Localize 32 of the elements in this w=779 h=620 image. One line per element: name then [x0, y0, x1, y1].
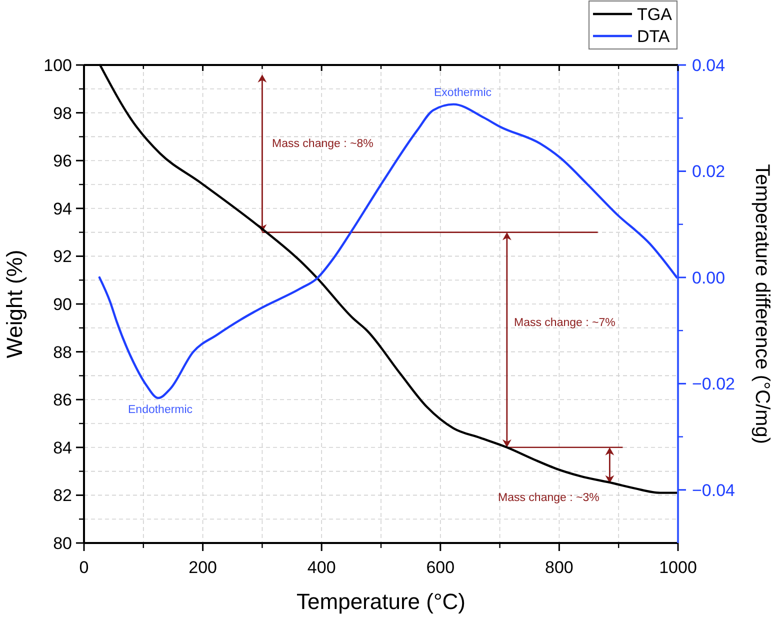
- y-tick-label: 98: [53, 104, 72, 123]
- x-tick-label: 800: [545, 558, 574, 577]
- annotation: Mass change : ~8%: [272, 138, 374, 150]
- x-tick-label: 200: [188, 558, 217, 577]
- legend-label: TGA: [637, 4, 673, 24]
- y2-tick-label: 0.02: [692, 162, 726, 182]
- y2-tick-label: −0.04: [692, 480, 736, 500]
- y2-tick-label: −0.02: [692, 374, 736, 394]
- annotation: Mass change : ~7%: [514, 317, 616, 330]
- x-tick-label: 1000: [659, 558, 697, 577]
- x-tick-label: 600: [426, 558, 455, 577]
- y-tick-label: 80: [53, 534, 72, 553]
- y-tick-label: 100: [44, 56, 72, 75]
- y-tick-label: 92: [53, 247, 72, 266]
- y-tick-label: 88: [53, 342, 72, 362]
- annotation: Endothermic: [128, 404, 193, 416]
- y-tick-label: 96: [53, 152, 72, 171]
- y-tick-label: 86: [53, 390, 72, 410]
- y-axis-title: Weight (%): [2, 250, 27, 358]
- annotation: Exothermic: [434, 87, 492, 100]
- x-axis-title: Temperature (°C): [296, 589, 466, 614]
- x-tick-label: 0: [79, 558, 89, 577]
- legend-label: DTA: [637, 26, 670, 46]
- y2-tick-label: 0.00: [692, 268, 726, 288]
- y-tick-label: 94: [53, 199, 72, 218]
- x-tick-label: 400: [307, 558, 336, 577]
- y-tick-label: 82: [53, 486, 72, 506]
- y-tick-label: 90: [53, 294, 72, 314]
- y2-tick-label: 0.04: [692, 56, 726, 75]
- annotation: Mass change : ~3%: [498, 492, 600, 504]
- y-tick-label: 84: [53, 438, 72, 458]
- y2-axis-title: Temperature difference (°C/mg): [751, 164, 773, 444]
